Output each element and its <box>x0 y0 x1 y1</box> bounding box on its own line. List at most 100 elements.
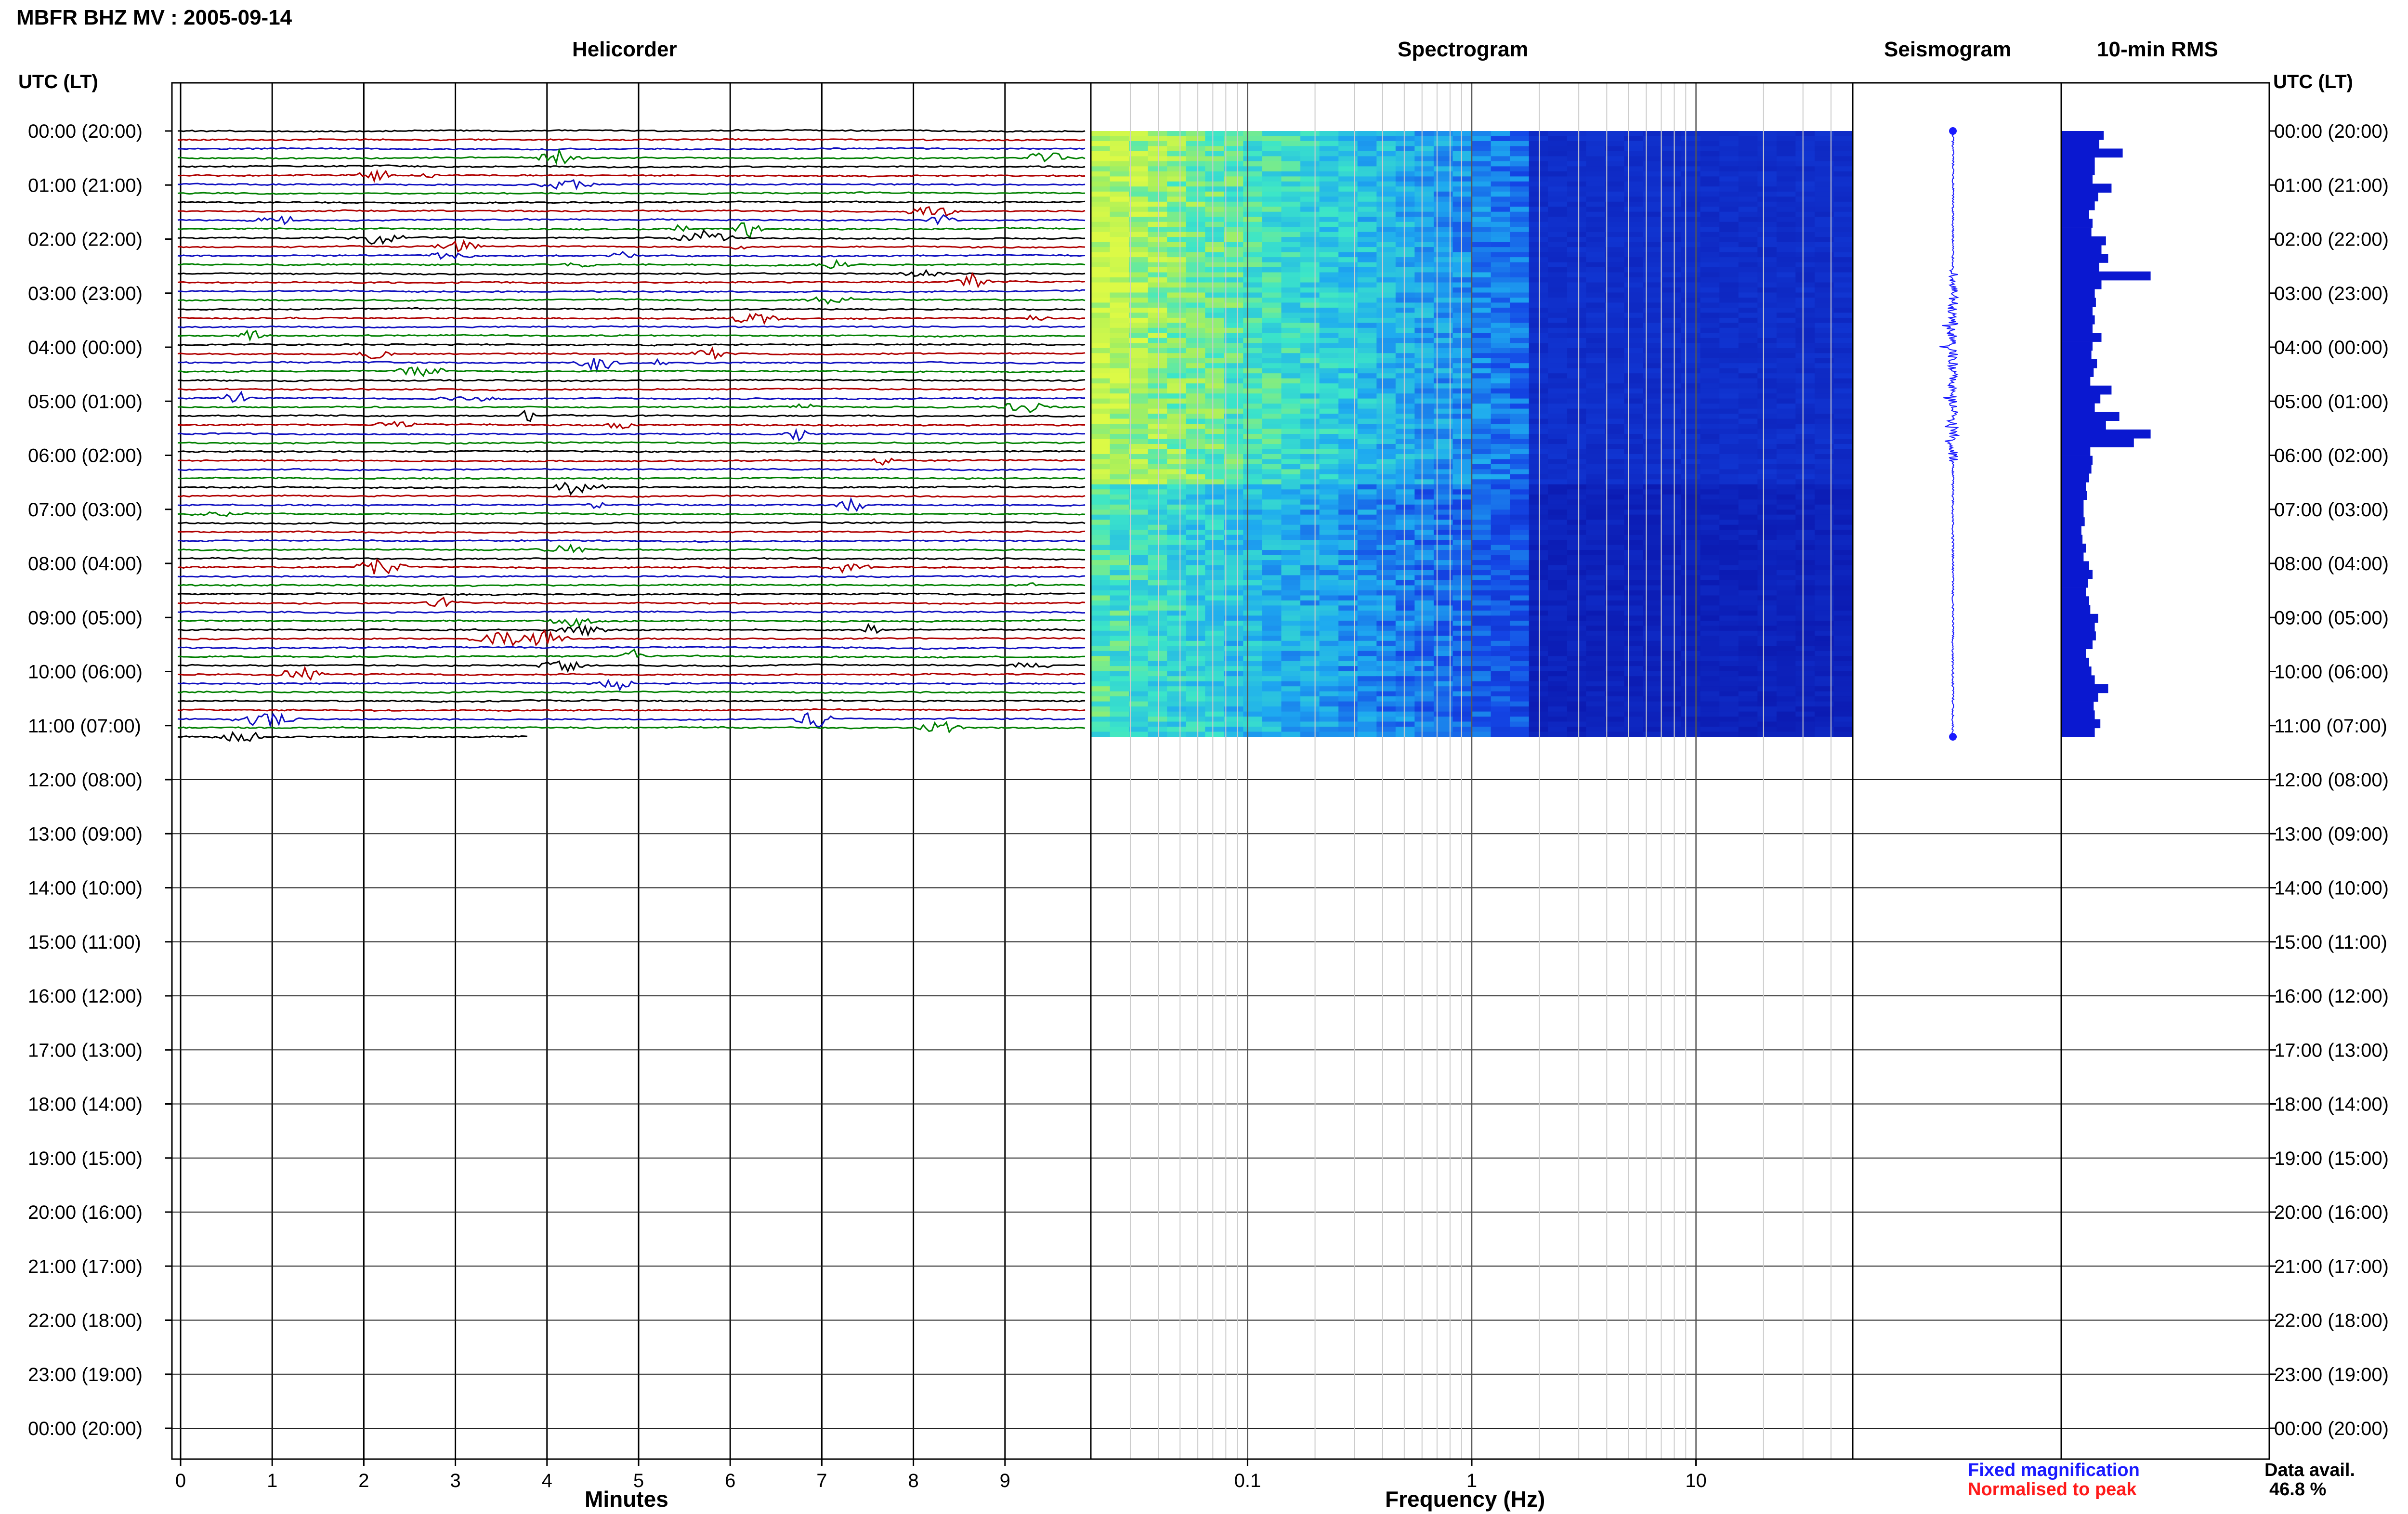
spectrogram-cell <box>1567 636 1586 641</box>
spectrogram-cell <box>1205 580 1224 586</box>
spectrogram-cell <box>1148 227 1167 232</box>
spectrogram-cell <box>1586 686 1605 692</box>
spectrogram-cell <box>1719 353 1739 358</box>
spectrogram-cell <box>1396 444 1415 449</box>
spectrogram-cell <box>1795 419 1815 424</box>
spectrogram-cell <box>1510 651 1529 656</box>
spectrogram-cell <box>1243 363 1262 368</box>
spectrogram-cell <box>1453 353 1472 358</box>
spectrogram-cell <box>1224 605 1243 611</box>
spectrogram-cell <box>1605 287 1624 293</box>
spectrogram-cell <box>1358 580 1377 586</box>
spectrogram-cell <box>1282 444 1301 449</box>
spectrogram-cell <box>1186 611 1205 616</box>
spectrogram-cell <box>1224 671 1243 677</box>
spectrogram-cell <box>1320 227 1339 232</box>
spectrogram-cell <box>1414 520 1434 525</box>
spectrogram-cell <box>1186 570 1205 575</box>
spectrogram-cell <box>1300 131 1320 136</box>
spectrogram-cell <box>1262 525 1282 530</box>
spectrogram-cell <box>1491 338 1510 343</box>
spectrogram-cell <box>1320 232 1339 237</box>
spectrogram-cell <box>1624 429 1643 434</box>
spectrogram-cell <box>1548 696 1567 702</box>
spectrogram-cell <box>1833 302 1853 308</box>
spectrogram-cell <box>1358 424 1377 429</box>
spectrogram-cell <box>1262 596 1282 601</box>
spectrogram-cell <box>1186 308 1205 313</box>
spectrogram-cell <box>1567 646 1586 651</box>
spectrogram-cell <box>1605 207 1624 212</box>
spectrogram-cell <box>1757 545 1777 550</box>
spectrogram-cell <box>1110 368 1129 374</box>
spectrogram-cell <box>1833 237 1853 242</box>
spectrogram-cell <box>1548 192 1567 197</box>
spectrogram-cell <box>1681 287 1701 293</box>
spectrogram-cell <box>1186 696 1205 702</box>
spectrogram-cell <box>1224 550 1243 555</box>
spectrogram-cell <box>1396 535 1415 540</box>
spectrogram-cell <box>1376 626 1396 631</box>
spectrogram-cell <box>1739 540 1758 545</box>
spectrogram-cell <box>1224 530 1243 535</box>
spectrogram-cell <box>1662 156 1682 161</box>
spectrogram-cell <box>1091 717 1110 722</box>
spectrogram-cell <box>1205 479 1224 484</box>
spectrogram-cell <box>1739 706 1758 712</box>
spectrogram-cell <box>1701 293 1720 298</box>
spectrogram-cell <box>1777 323 1796 328</box>
spectrogram-cell <box>1243 600 1262 606</box>
spectrogram-cell <box>1662 414 1682 419</box>
spectrogram-cell <box>1833 611 1853 616</box>
spectrogram-cell <box>1757 560 1777 565</box>
spectrogram-cell <box>1167 383 1186 389</box>
spectrogram-cell <box>1701 495 1720 500</box>
spectrogram-cell <box>1129 348 1148 353</box>
spectrogram-cell <box>1262 252 1282 258</box>
spectrogram-cell <box>1757 222 1777 227</box>
spectrogram-cell <box>1224 575 1243 581</box>
spectrogram-cell <box>1624 717 1643 722</box>
spectrogram-cell <box>1795 247 1815 252</box>
spectrogram-cell <box>1605 656 1624 661</box>
spectrogram-cell <box>1662 298 1682 303</box>
spectrogram-cell <box>1262 414 1282 419</box>
spectrogram-cell <box>1282 676 1301 681</box>
spectrogram-cell <box>1396 479 1415 484</box>
spectrogram-cell <box>1491 469 1510 474</box>
spectrogram-cell <box>1205 192 1224 197</box>
spectrogram-cell <box>1701 146 1720 151</box>
spectrogram-cell <box>1320 499 1339 505</box>
spectrogram-cell <box>1567 171 1586 177</box>
spectrogram-cell <box>1739 328 1758 333</box>
spectrogram-cell <box>1662 611 1682 616</box>
spectrogram-cell <box>1129 131 1148 136</box>
spectrogram-cell <box>1376 636 1396 641</box>
spectrogram-cell <box>1491 535 1510 540</box>
spectrogram-cell <box>1472 449 1491 454</box>
spectrogram-cell <box>1472 454 1491 459</box>
spectrogram-cell <box>1777 182 1796 187</box>
spectrogram-cell <box>1414 262 1434 268</box>
spectrogram-cell <box>1624 671 1643 677</box>
spectrogram-cell <box>1224 727 1243 732</box>
spectrogram-cell <box>1739 600 1758 606</box>
spectrogram-cell <box>1605 696 1624 702</box>
spectrogram-cell <box>1529 283 1548 288</box>
spectrogram-cell <box>1548 439 1567 444</box>
spectrogram-cell <box>1567 706 1586 712</box>
spectrogram-cell <box>1701 621 1720 626</box>
spectrogram-cell <box>1701 550 1720 555</box>
spectrogram-cell <box>1224 489 1243 495</box>
spectrogram-cell <box>1510 722 1529 727</box>
spectrogram-cell <box>1586 202 1605 207</box>
spectrogram-cell <box>1491 318 1510 323</box>
spectrogram-cell <box>1701 171 1720 177</box>
spectrogram-cell <box>1624 247 1643 252</box>
spectrogram-cell <box>1205 641 1224 646</box>
spectrogram-cell <box>1376 156 1396 161</box>
spectrogram-cell <box>1186 156 1205 161</box>
spectrogram-cell <box>1376 176 1396 182</box>
spectrogram-cell <box>1662 151 1682 157</box>
spectrogram-cell <box>1624 641 1643 646</box>
